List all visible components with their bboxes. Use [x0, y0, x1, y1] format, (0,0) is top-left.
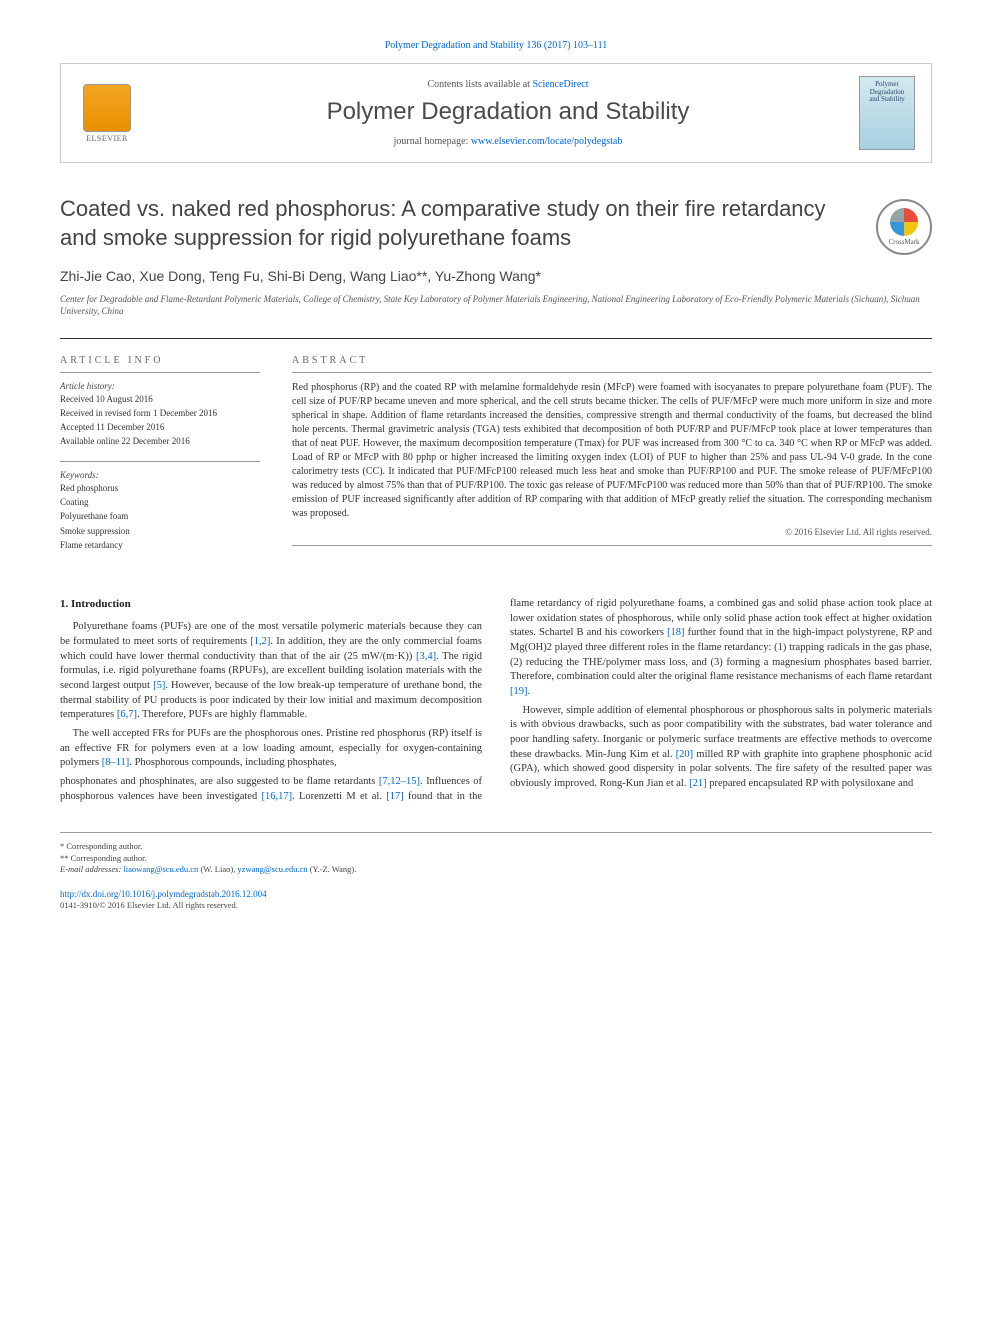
- info-divider: [60, 461, 260, 462]
- abstract-copyright: © 2016 Elsevier Ltd. All rights reserved…: [292, 527, 932, 537]
- keyword: Coating: [60, 496, 260, 508]
- keyword: Red phosphorus: [60, 482, 260, 494]
- corresponding-2: ** Corresponding author.: [60, 853, 932, 864]
- authors: Zhi-Jie Cao, Xue Dong, Teng Fu, Shi-Bi D…: [60, 268, 932, 284]
- history-block: Article history: Received 10 August 2016…: [60, 381, 260, 448]
- citation-link[interactable]: [1,2]: [250, 636, 270, 647]
- email-link[interactable]: liaowang@scu.edu.cn: [123, 864, 198, 874]
- email-label: E-mail addresses:: [60, 864, 123, 874]
- citation-link[interactable]: [21]: [689, 778, 707, 789]
- text: .: [528, 686, 531, 697]
- citation-link[interactable]: [5]: [153, 680, 165, 691]
- keyword: Smoke suppression: [60, 525, 260, 537]
- divider: [60, 338, 932, 339]
- homepage-line: journal homepage: www.elsevier.com/locat…: [157, 136, 859, 147]
- info-divider: [60, 372, 260, 373]
- crossmark-badge[interactable]: CrossMark: [876, 199, 932, 255]
- history-heading: Article history:: [60, 381, 260, 391]
- article-info: ARTICLE INFO Article history: Received 1…: [60, 355, 260, 565]
- publisher-name: ELSEVIER: [86, 134, 128, 143]
- keyword: Flame retardancy: [60, 539, 260, 551]
- journal-header: ELSEVIER Contents lists available at Sci…: [60, 63, 932, 163]
- journal-reference: Polymer Degradation and Stability 136 (2…: [60, 40, 932, 51]
- keywords-block: Keywords: Red phosphorus Coating Polyure…: [60, 470, 260, 551]
- header-center: Contents lists available at ScienceDirec…: [157, 79, 859, 147]
- citation-link[interactable]: [6,7]: [117, 709, 137, 720]
- footer: * Corresponding author. ** Corresponding…: [60, 832, 932, 911]
- citation-link[interactable]: [17]: [386, 791, 404, 802]
- abstract-column: ABSTRACT Red phosphorus (RP) and the coa…: [292, 355, 932, 565]
- citation-link[interactable]: [7,12–15]: [379, 776, 420, 787]
- journal-name: Polymer Degradation and Stability: [157, 98, 859, 126]
- affiliation: Center for Degradable and Flame-Retardan…: [60, 294, 932, 317]
- citation-link[interactable]: [19]: [510, 686, 528, 697]
- text: . Therefore, PUFs are highly flammable.: [137, 709, 307, 720]
- text: . Phosphorous compounds, including phosp…: [129, 757, 336, 768]
- homepage-link[interactable]: www.elsevier.com/locate/polydegstab: [471, 136, 623, 147]
- contents-prefix: Contents lists available at: [427, 79, 532, 90]
- citation-link[interactable]: [18]: [667, 627, 685, 638]
- abstract-text: Red phosphorus (RP) and the coated RP wi…: [292, 381, 932, 521]
- paragraph: However, simple addition of elemental ph…: [510, 704, 932, 792]
- info-divider: [292, 545, 932, 546]
- body-text: 1. Introduction Polyurethane foams (PUFs…: [60, 597, 932, 805]
- online-date: Available online 22 December 2016: [60, 435, 260, 447]
- elsevier-tree-icon: [83, 84, 131, 132]
- article-info-heading: ARTICLE INFO: [60, 355, 260, 366]
- sciencedirect-link[interactable]: ScienceDirect: [532, 79, 588, 90]
- email-name: (Y.-Z. Wang).: [308, 864, 357, 874]
- received-date: Received 10 August 2016: [60, 393, 260, 405]
- doi-line: http://dx.doi.org/10.1016/j.polymdegrads…: [60, 888, 932, 900]
- email-name: (W. Liao),: [198, 864, 237, 874]
- keyword: Polyurethane foam: [60, 510, 260, 522]
- elsevier-logo: ELSEVIER: [77, 79, 137, 147]
- text: phosphonates and phosphinates, are also …: [60, 776, 379, 787]
- crossmark-label: CrossMark: [888, 238, 919, 246]
- citation-link[interactable]: [8–11]: [102, 757, 130, 768]
- journal-cover-thumb: Polymer Degradation and Stability: [859, 76, 915, 150]
- issn-line: 0141-3910/© 2016 Elsevier Ltd. All right…: [60, 900, 932, 911]
- citation-link[interactable]: [20]: [676, 749, 694, 760]
- paragraph: The well accepted FRs for PUFs are the p…: [60, 727, 482, 771]
- abstract-heading: ABSTRACT: [292, 355, 932, 366]
- email-link[interactable]: yzwang@scu.edu.cn: [237, 864, 307, 874]
- text: . Lorenzetti M et al.: [292, 791, 386, 802]
- article-title: Coated vs. naked red phosphorus: A compa…: [60, 195, 932, 252]
- paragraph: Polyurethane foams (PUFs) are one of the…: [60, 620, 482, 723]
- homepage-prefix: journal homepage:: [394, 136, 471, 147]
- section-heading-intro: 1. Introduction: [60, 597, 482, 612]
- accepted-date: Accepted 11 December 2016: [60, 421, 260, 433]
- email-line: E-mail addresses: liaowang@scu.edu.cn (W…: [60, 864, 932, 875]
- citation-link[interactable]: [3,4]: [416, 651, 436, 662]
- info-divider: [292, 372, 932, 373]
- contents-line: Contents lists available at ScienceDirec…: [157, 79, 859, 90]
- doi-link[interactable]: http://dx.doi.org/10.1016/j.polymdegrads…: [60, 889, 267, 899]
- keywords-heading: Keywords:: [60, 470, 260, 480]
- text: prepared encapsulated RP with polysiloxa…: [707, 778, 914, 789]
- info-abstract-row: ARTICLE INFO Article history: Received 1…: [60, 355, 932, 565]
- corresponding-1: * Corresponding author.: [60, 841, 932, 852]
- citation-link[interactable]: [16,17]: [261, 791, 292, 802]
- crossmark-icon: [890, 208, 918, 236]
- revised-date: Received in revised form 1 December 2016: [60, 407, 260, 419]
